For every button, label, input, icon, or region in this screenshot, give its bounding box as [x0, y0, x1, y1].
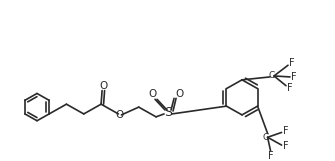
Text: O: O	[175, 90, 183, 99]
Text: F: F	[268, 151, 273, 161]
Text: F: F	[289, 58, 295, 68]
Text: O: O	[148, 90, 156, 99]
Text: F: F	[287, 83, 293, 93]
Text: O: O	[115, 110, 124, 120]
Text: C: C	[262, 133, 269, 142]
Text: F: F	[291, 72, 297, 82]
Text: F: F	[283, 141, 288, 151]
Text: C: C	[269, 71, 275, 80]
Text: O: O	[99, 81, 107, 91]
Text: S: S	[164, 106, 172, 119]
Text: F: F	[283, 126, 288, 137]
